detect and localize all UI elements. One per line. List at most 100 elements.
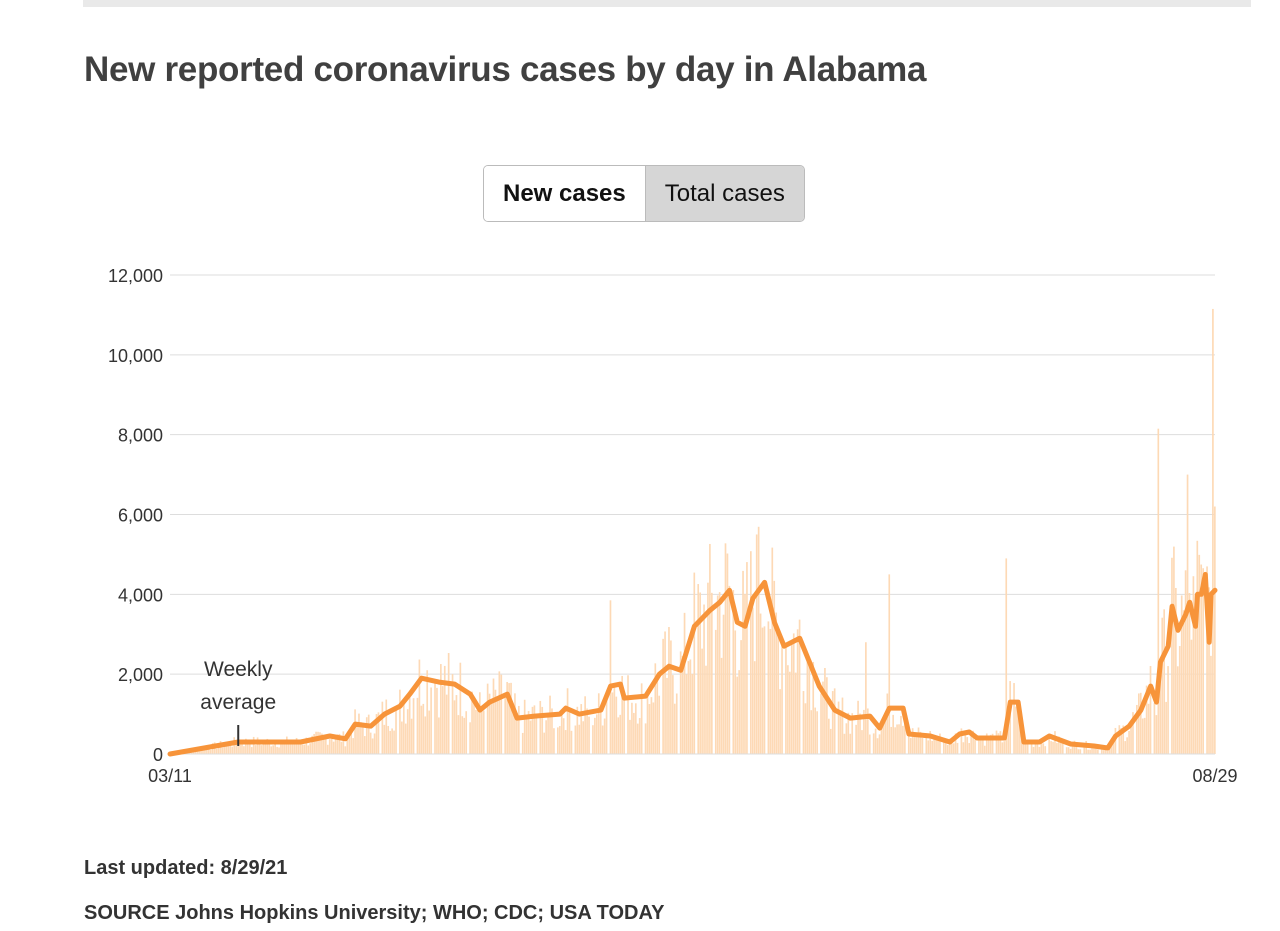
daily-bar bbox=[1095, 745, 1097, 754]
daily-bar bbox=[962, 742, 965, 754]
daily-bar bbox=[964, 735, 967, 754]
daily-bar bbox=[455, 695, 458, 754]
daily-bar bbox=[816, 711, 818, 754]
daily-bar bbox=[356, 725, 358, 754]
daily-bar bbox=[1136, 704, 1138, 754]
daily-bar bbox=[1060, 738, 1062, 754]
daily-bar bbox=[584, 696, 586, 754]
daily-bar bbox=[1194, 594, 1197, 754]
daily-bar bbox=[722, 614, 725, 754]
daily-bar bbox=[239, 741, 241, 754]
daily-bar bbox=[348, 731, 351, 754]
daily-bar bbox=[989, 734, 992, 754]
daily-bar bbox=[496, 700, 499, 754]
daily-bar bbox=[247, 743, 249, 754]
daily-bar bbox=[1120, 728, 1123, 754]
daily-bar bbox=[878, 734, 881, 754]
daily-bar bbox=[892, 714, 894, 754]
daily-bar bbox=[982, 737, 984, 754]
daily-bar bbox=[254, 745, 257, 754]
daily-bar bbox=[888, 574, 891, 754]
daily-bar bbox=[1034, 742, 1037, 754]
daily-bar bbox=[847, 712, 850, 754]
daily-bar bbox=[293, 742, 296, 754]
daily-bar bbox=[1089, 749, 1091, 754]
daily-bar bbox=[662, 638, 664, 754]
daily-bar bbox=[562, 718, 565, 754]
daily-bar bbox=[1071, 741, 1074, 754]
daily-bar bbox=[557, 727, 559, 754]
daily-bar bbox=[1157, 428, 1160, 754]
daily-bar bbox=[1077, 749, 1080, 754]
daily-bar bbox=[806, 658, 809, 754]
daily-bar bbox=[601, 725, 604, 754]
daily-bar bbox=[884, 715, 887, 754]
daily-bar bbox=[402, 701, 405, 754]
x-tick-label: 03/11 bbox=[148, 766, 192, 786]
daily-bar bbox=[194, 751, 197, 754]
daily-bar bbox=[863, 709, 865, 754]
daily-bar bbox=[943, 740, 945, 754]
daily-bar bbox=[859, 713, 861, 754]
daily-bar bbox=[750, 551, 752, 754]
daily-bar bbox=[683, 612, 686, 754]
daily-bar bbox=[718, 592, 721, 754]
daily-bar bbox=[1173, 546, 1175, 754]
daily-bar bbox=[274, 742, 276, 754]
daily-bar bbox=[1005, 558, 1008, 754]
daily-bar bbox=[305, 737, 308, 754]
daily-bar bbox=[256, 737, 259, 754]
daily-bar bbox=[1001, 742, 1004, 754]
daily-bar bbox=[492, 678, 495, 754]
daily-bar bbox=[578, 724, 581, 754]
daily-bar bbox=[968, 743, 971, 754]
daily-bar bbox=[827, 718, 830, 754]
daily-bar bbox=[714, 629, 717, 754]
daily-bar bbox=[560, 710, 563, 754]
daily-bar bbox=[794, 672, 797, 754]
daily-bar bbox=[438, 717, 440, 754]
daily-bar bbox=[603, 718, 606, 754]
daily-bar bbox=[1192, 576, 1195, 754]
daily-bar bbox=[434, 682, 436, 754]
daily-bar bbox=[295, 737, 298, 754]
daily-bar bbox=[440, 664, 442, 754]
daily-bar bbox=[609, 600, 612, 754]
daily-bar bbox=[851, 713, 854, 754]
daily-bar bbox=[952, 743, 955, 754]
new-cases-tab[interactable]: New cases bbox=[484, 166, 645, 221]
daily-bar bbox=[350, 731, 352, 754]
daily-bar bbox=[740, 640, 742, 754]
daily-bar bbox=[301, 744, 304, 754]
daily-bar bbox=[389, 730, 391, 754]
daily-bar bbox=[1206, 566, 1208, 754]
last-updated: Last updated: 8/29/21 bbox=[84, 857, 288, 879]
daily-bar bbox=[395, 706, 397, 754]
daily-bar bbox=[701, 648, 703, 754]
daily-bar bbox=[576, 706, 579, 754]
daily-bar bbox=[812, 661, 815, 754]
daily-bar bbox=[328, 739, 331, 754]
daily-bar bbox=[514, 693, 516, 754]
daily-bar bbox=[340, 741, 343, 754]
daily-bar bbox=[365, 717, 368, 754]
daily-bar bbox=[330, 738, 333, 754]
daily-bar bbox=[463, 717, 466, 754]
daily-bar bbox=[272, 745, 275, 754]
daily-bar bbox=[615, 696, 618, 754]
daily-bar bbox=[202, 750, 204, 754]
daily-bar bbox=[282, 739, 284, 754]
daily-bar bbox=[757, 526, 760, 754]
total-cases-tab[interactable]: Total cases bbox=[644, 166, 804, 221]
daily-bar bbox=[724, 543, 727, 754]
daily-bar bbox=[586, 708, 588, 754]
daily-bar bbox=[233, 737, 236, 754]
daily-bar bbox=[944, 741, 947, 754]
daily-bar bbox=[235, 742, 237, 754]
daily-bar bbox=[387, 725, 390, 754]
daily-bar bbox=[619, 714, 622, 754]
daily-bar bbox=[289, 742, 292, 754]
daily-bar bbox=[494, 689, 497, 754]
daily-bar bbox=[771, 547, 774, 754]
daily-bar bbox=[720, 657, 723, 754]
